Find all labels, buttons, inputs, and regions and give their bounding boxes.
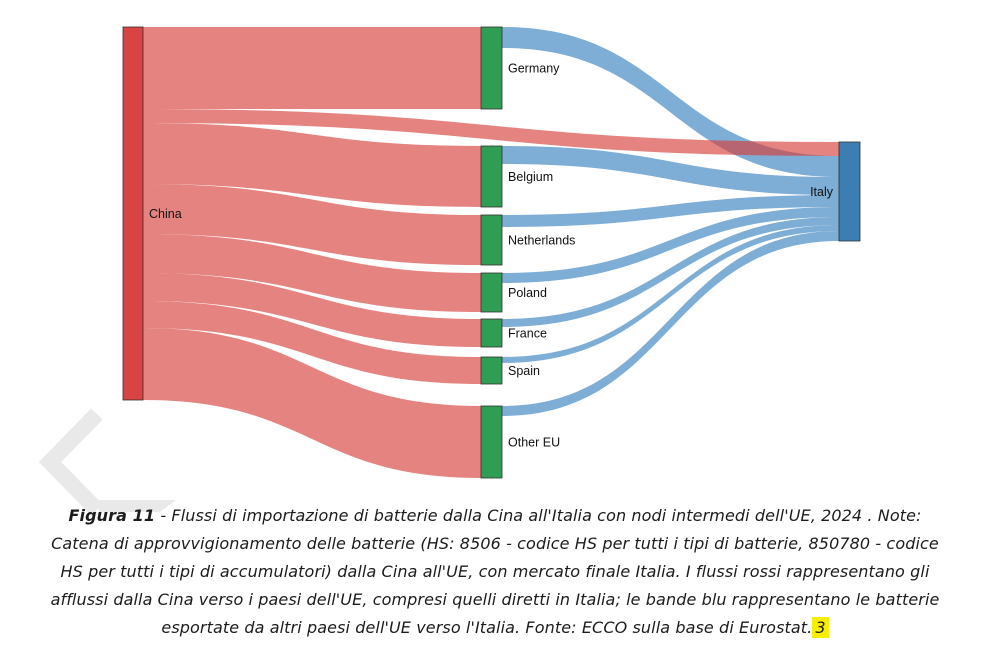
link-other-eu-to-italy <box>502 231 839 416</box>
node-france <box>480 318 503 348</box>
link-china-to-germany <box>143 27 481 109</box>
node-germany <box>480 26 503 110</box>
link-china-to-belgium <box>143 123 481 207</box>
node-label-france: France <box>508 327 547 341</box>
node-label-belgium: Belgium <box>508 170 553 184</box>
node-label-china: China <box>149 207 182 221</box>
node-label-italy: Italy <box>810 185 834 199</box>
link-france-to-italy <box>502 217 839 327</box>
link-netherlands-to-italy <box>502 195 839 227</box>
link-belgium-to-italy <box>502 146 839 195</box>
node-label-other_eu: Other EU <box>508 436 560 450</box>
link-china-to-netherlands <box>143 184 481 265</box>
node-label-poland: Poland <box>508 286 547 300</box>
caption-line-4: afflussi dalla Cina verso i paesi dell'U… <box>0 586 990 614</box>
node-china <box>122 26 144 401</box>
caption-line-2: Catena di approvvigionamento delle batte… <box>0 530 990 558</box>
footnote-marker: 3 <box>812 617 829 638</box>
figure-caption: Figura 11 - Flussi di importazione di ba… <box>0 502 990 642</box>
node-netherlands <box>480 214 503 266</box>
node-italy <box>838 141 861 242</box>
node-poland <box>480 272 503 313</box>
caption-text: HS per tutti i tipi di accumulatori) dal… <box>60 562 930 581</box>
sankey-links-eu-to-italy <box>502 27 839 416</box>
caption-line-3: HS per tutti i tipi di accumulatori) dal… <box>0 558 990 586</box>
caption-text: - Flussi di importazione di batterie dal… <box>155 506 922 525</box>
link-china-to-poland <box>143 234 481 312</box>
caption-text: Catena di approvvigionamento delle batte… <box>51 534 939 553</box>
link-china-to-other-eu <box>143 328 481 478</box>
caption-line-5: esportate da altri paesi dell'UE verso l… <box>0 614 990 642</box>
node-belgium <box>480 145 503 208</box>
link-poland-to-italy <box>502 207 839 283</box>
node-spain <box>480 356 503 385</box>
link-china-to-france <box>143 273 481 347</box>
sankey-links-china-inflow <box>143 27 839 478</box>
caption-text: esportate da altri paesi dell'UE verso l… <box>161 618 813 637</box>
link-china-to-italy <box>143 109 839 156</box>
node-label-spain: Spain <box>508 364 540 378</box>
node-label-germany: Germany <box>508 62 560 76</box>
caption-line-1: Figura 11 - Flussi di importazione di ba… <box>0 502 990 530</box>
sankey-node-labels: China Germany Belgium Netherlands Poland Fran… <box>149 62 834 450</box>
link-germany-to-italy <box>502 27 839 177</box>
figure-number: Figura 11 <box>68 506 156 525</box>
caption-text: afflussi dalla Cina verso i paesi dell'U… <box>50 590 940 609</box>
sankey-nodes <box>122 26 861 479</box>
node-label-netherlands: Netherlands <box>508 234 575 248</box>
link-china-to-spain <box>143 301 481 384</box>
node-other_eu <box>480 405 503 479</box>
link-spain-to-italy <box>502 225 839 363</box>
watermark-chevron-icon <box>38 408 176 516</box>
